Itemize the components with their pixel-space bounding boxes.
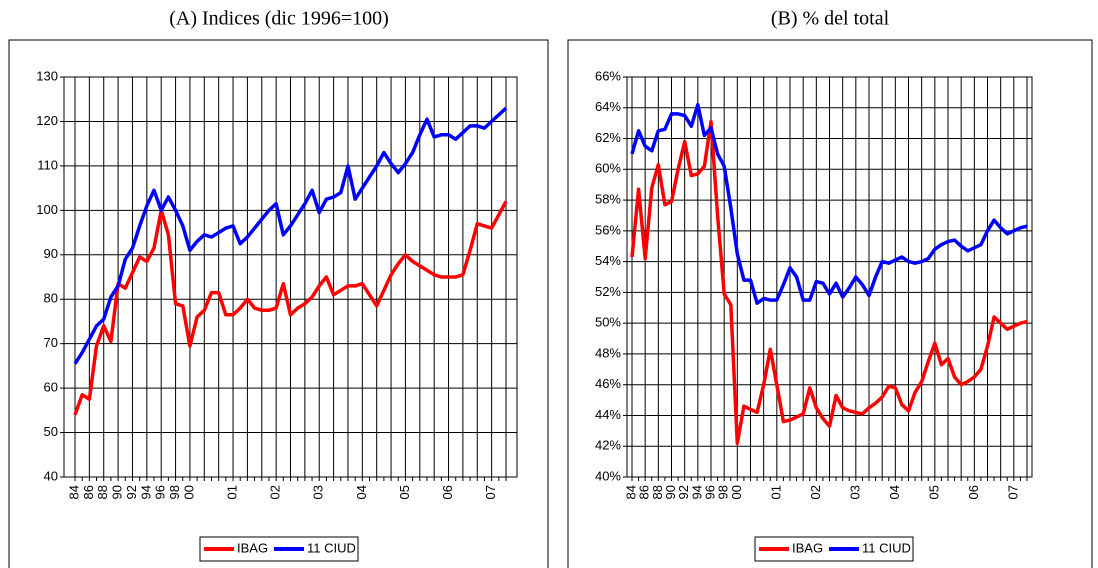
x-tick-label: 88 [95, 485, 110, 499]
y-tick-label: 80 [44, 291, 58, 306]
y-tick-label: 54% [595, 253, 621, 268]
y-tick-label: 60 [44, 380, 58, 395]
y-tick-label: 50 [44, 424, 58, 439]
y-tick-label: 120 [36, 113, 58, 128]
y-tick-label: 52% [595, 284, 621, 299]
x-tick-label: 84 [623, 485, 638, 499]
legend-label: 11 CIUD [307, 540, 356, 555]
y-tick-label: 48% [595, 345, 621, 360]
x-tick-label: 90 [663, 485, 678, 499]
x-tick-label: 86 [637, 485, 652, 499]
chart-title: (B) % del total [771, 8, 890, 30]
x-tick-label: 01 [224, 485, 239, 499]
y-tick-label: 90 [44, 246, 58, 261]
y-tick-label: 70 [44, 335, 58, 350]
x-tick-label: 98 [167, 485, 182, 499]
y-tick-label: 130 [36, 68, 58, 83]
legend-label: IBAG [237, 540, 268, 555]
y-tick-label: 66% [595, 68, 621, 83]
x-tick-label: 00 [181, 485, 196, 499]
series-line [630, 119, 1028, 445]
x-tick-label: 96 [153, 485, 168, 499]
series-line [630, 102, 1028, 305]
y-tick-label: 64% [595, 99, 621, 114]
y-tick-label: 44% [595, 407, 621, 422]
x-tick-label: 96 [702, 485, 717, 499]
y-tick-label: 40 [44, 468, 58, 483]
x-tick-label: 06 [440, 485, 455, 499]
y-tick-label: 110 [37, 157, 58, 172]
x-tick-label: 03 [311, 485, 326, 499]
y-tick-label: 40% [595, 468, 621, 483]
x-tick-label: 02 [268, 485, 283, 499]
x-tick-label: 06 [966, 485, 981, 499]
legend-label: IBAG [792, 540, 823, 555]
x-tick-label: 94 [689, 485, 704, 499]
y-tick-label: 100 [36, 202, 58, 217]
x-tick-label: 05 [397, 485, 412, 499]
x-tick-label: 03 [847, 485, 862, 499]
y-tick-label: 46% [595, 376, 621, 391]
x-tick-label: 92 [124, 485, 139, 499]
x-tick-label: 00 [729, 485, 744, 499]
x-tick-label: 84 [66, 485, 81, 499]
x-tick-label: 01 [768, 485, 783, 499]
y-tick-label: 58% [595, 192, 621, 207]
x-tick-label: 02 [808, 485, 823, 499]
series-line [73, 200, 508, 416]
y-tick-label: 62% [595, 130, 621, 145]
x-tick-label: 07 [483, 485, 498, 499]
x-tick-label: 94 [138, 485, 153, 499]
legend-label: 11 CIUD [862, 540, 911, 555]
x-tick-label: 90 [110, 485, 125, 499]
y-tick-label: 50% [595, 315, 621, 330]
series-line [73, 106, 508, 365]
x-tick-label: 92 [676, 485, 691, 499]
x-tick-label: 98 [716, 485, 731, 499]
x-tick-label: 88 [650, 485, 665, 499]
chart-title: (A) Indices (dic 1996=100) [169, 8, 389, 30]
y-tick-label: 42% [595, 438, 621, 453]
x-tick-label: 04 [887, 485, 902, 499]
x-tick-label: 86 [81, 485, 96, 499]
y-tick-label: 56% [595, 222, 621, 237]
x-tick-label: 07 [1005, 485, 1020, 499]
y-tick-label: 60% [595, 161, 621, 176]
x-tick-label: 04 [354, 485, 369, 499]
x-tick-label: 05 [926, 485, 941, 499]
